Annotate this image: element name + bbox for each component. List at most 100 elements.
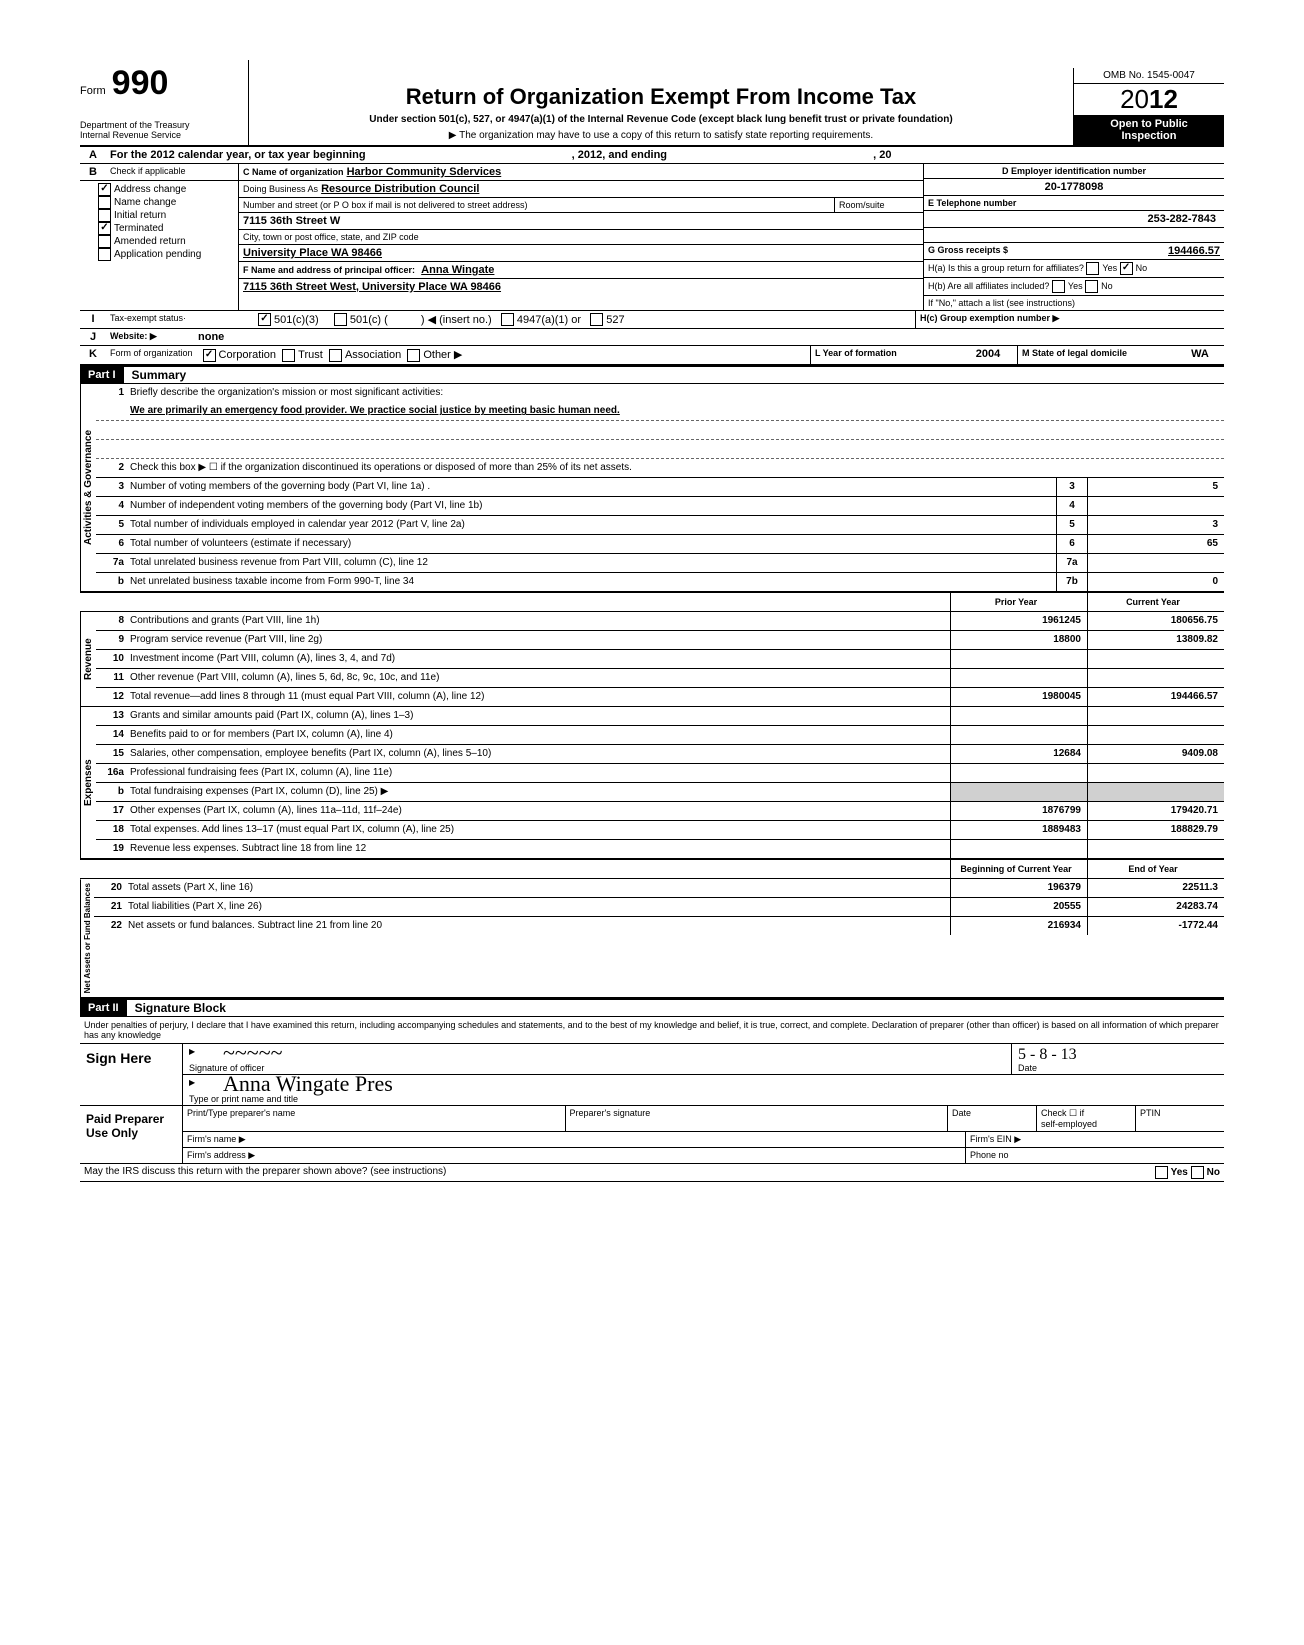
omb-number: OMB No. 1545-0047 (1074, 68, 1224, 84)
c11 (1087, 669, 1224, 687)
e-label: E Telephone number (924, 196, 1224, 211)
chk-501c3[interactable]: ✓ (258, 313, 271, 326)
desc-16b: Total fundraising expenses (Part IX, col… (130, 784, 950, 799)
num-12: 12 (96, 691, 130, 702)
tax-year: 2012 (1074, 84, 1224, 115)
desc-6: Total number of volunteers (estimate if … (130, 536, 1056, 551)
box-5: 5 (1056, 516, 1087, 534)
ha-no-lbl: No (1136, 263, 1148, 273)
line-i: I Tax-exempt status· ✓501(c)(3) 501(c) (… (80, 311, 1224, 330)
sign-here-text: Sign Here (86, 1050, 176, 1066)
lbl-501c-tail: ) ◀ (insert no.) (421, 314, 492, 326)
box-7a: 7a (1056, 554, 1087, 572)
num-5: 5 (96, 519, 130, 530)
p8: 1961245 (950, 612, 1087, 630)
hb-no-lbl: No (1101, 281, 1113, 291)
desc-20: Total assets (Part X, line 16) (128, 880, 950, 895)
desc-18: Total expenses. Add lines 13–17 (must eq… (130, 822, 950, 837)
desc-17: Other expenses (Part IX, column (A), lin… (130, 803, 950, 818)
desc-16a: Professional fundraising fees (Part IX, … (130, 765, 950, 780)
open-line1: Open to Public (1074, 118, 1224, 130)
discuss-yes[interactable] (1155, 1166, 1168, 1179)
c8: 180656.75 (1087, 612, 1224, 630)
num-17: 17 (96, 805, 130, 816)
box-3: 3 (1056, 478, 1087, 496)
p16b (950, 783, 1087, 801)
desc-3: Number of voting members of the governin… (130, 479, 1056, 494)
ha-yes[interactable] (1086, 262, 1099, 275)
chk-4947[interactable] (501, 313, 514, 326)
lbl-corp: Corporation (219, 349, 276, 361)
c22: -1772.44 (1087, 917, 1224, 935)
part1-title: Summary (124, 368, 187, 382)
hb-yes[interactable] (1052, 280, 1065, 293)
ha-no[interactable]: ✓ (1120, 262, 1133, 275)
desc-7a: Total unrelated business revenue from Pa… (130, 555, 1056, 570)
date-line[interactable]: 5 - 8 - 13 Date (1012, 1044, 1224, 1075)
chk-pending[interactable]: Application pending (98, 248, 238, 261)
prep-name-hdr: Print/Type preparer's name (183, 1106, 566, 1131)
title-cell: Return of Organization Exempt From Incom… (249, 78, 1073, 145)
ha-label: H(a) Is this a group return for affiliat… (928, 263, 1084, 273)
dept-line2: Internal Revenue Service (80, 131, 240, 141)
part1-tag: Part I (80, 367, 124, 383)
desc-2: Check this box ▶ ☐ if the organization d… (130, 460, 1224, 475)
c-label: C Name of organization (243, 167, 344, 177)
box-7b: 7b (1056, 573, 1087, 591)
sign-date: 5 - 8 - 13 (1018, 1046, 1077, 1063)
hdr-prior: Prior Year (950, 593, 1087, 611)
desc-14: Benefits paid to or for members (Part IX… (130, 727, 950, 742)
net-vlabel: Net Assets or Fund Balances (80, 879, 94, 997)
d-label: D Employer identification number (924, 164, 1224, 179)
chk-assoc[interactable] (329, 349, 342, 362)
chk-name-change[interactable]: Name change (98, 196, 238, 209)
lbl-4947: 4947(a)(1) or (517, 314, 581, 326)
street-label: Number and street (or P O box if mail is… (243, 200, 830, 210)
firm-addr: Firm's address ▶ (183, 1148, 966, 1163)
lbl-501c3: 501(c)(3) (274, 314, 319, 326)
hdr-begin: Beginning of Current Year (950, 860, 1087, 878)
discuss-no-lbl: No (1207, 1168, 1220, 1179)
num-20: 20 (94, 882, 128, 893)
omb-cell: OMB No. 1545-0047 2012 Open to Public In… (1073, 68, 1224, 145)
p12: 1980045 (950, 688, 1087, 706)
hb-no[interactable] (1085, 280, 1098, 293)
chk-other[interactable] (407, 349, 420, 362)
num-16a: 16a (96, 767, 130, 778)
col-headers-1: Prior Year Current Year (80, 592, 1224, 612)
officer-name: Anna Wingate (421, 264, 494, 276)
chk-terminated[interactable]: ✓Terminated (98, 222, 238, 235)
chk-501c[interactable] (334, 313, 347, 326)
desc-9: Program service revenue (Part VIII, line… (130, 632, 950, 647)
hb-note: If "No," attach a list (see instructions… (924, 296, 1224, 310)
line-a-mid: , 2012, and ending (572, 149, 667, 161)
val-4 (1087, 497, 1224, 515)
letter-i: I (80, 311, 106, 329)
m-label: M State of legal domicile (1022, 348, 1127, 358)
num-18: 18 (96, 824, 130, 835)
dba-label: Doing Business As (243, 184, 318, 194)
entity-block: B Check if applicable ✓Address change Na… (80, 164, 1224, 311)
chk-trust[interactable] (282, 349, 295, 362)
lbl-terminated: Terminated (114, 223, 163, 234)
hdr-current: Current Year (1087, 593, 1224, 611)
open-public: Open to Public Inspection (1074, 115, 1224, 145)
chk-amended[interactable]: Amended return (98, 235, 238, 248)
chk-corp[interactable]: ✓ (203, 349, 216, 362)
h-a: H(a) Is this a group return for affiliat… (924, 260, 1224, 278)
c10 (1087, 650, 1224, 668)
discuss-yes-lbl: Yes (1171, 1168, 1188, 1179)
num-2: 2 (96, 462, 130, 473)
website-value: none (194, 329, 228, 345)
chk-address-change[interactable]: ✓Address change (98, 183, 238, 196)
discuss-text: May the IRS discuss this return with the… (80, 1164, 1151, 1181)
lbl-trust: Trust (298, 349, 323, 361)
date-label: Date (1018, 1063, 1037, 1073)
lbl-address-change: Address change (114, 184, 186, 195)
discuss-no[interactable] (1191, 1166, 1204, 1179)
chk-initial-return[interactable]: Initial return (98, 209, 238, 222)
section-revenue: Revenue 8Contributions and grants (Part … (80, 612, 1224, 707)
name-title-line[interactable]: Anna Wingate Pres Type or print name and… (183, 1075, 1224, 1105)
chk-527[interactable] (590, 313, 603, 326)
part1-header: Part I Summary (80, 365, 1224, 384)
